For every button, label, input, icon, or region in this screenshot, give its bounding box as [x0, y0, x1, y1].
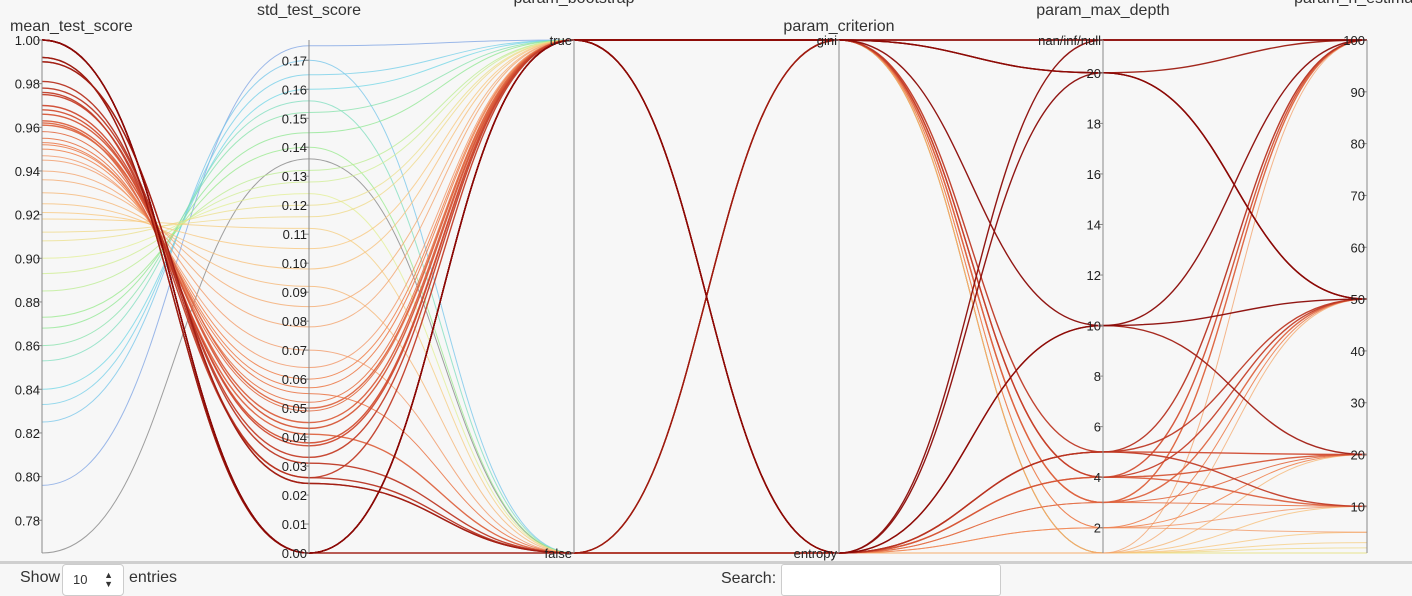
tick-label: true	[550, 33, 572, 48]
tick-label: 0.12	[282, 198, 307, 213]
tick-label: 12	[1087, 268, 1101, 283]
tick-label: 6	[1094, 420, 1101, 435]
tick-label: 60	[1351, 240, 1365, 255]
show-label: Show	[20, 569, 61, 586]
tick-label: 0.07	[282, 343, 307, 358]
tick-label: 0.01	[282, 517, 307, 532]
axis-std_test_score: 0.00 0.01 0.02 0.03 0.04 0.05 0.06 0.07 0.08 0.09…	[257, 2, 361, 561]
tick-label: 0.90	[15, 251, 40, 266]
data-line	[41, 61, 1368, 554]
axis-title[interactable]: param_n_estimators	[1294, 0, 1412, 7]
tick-label: 20	[1351, 448, 1365, 463]
tick-label: 0.82	[15, 426, 40, 441]
chart-svg: 0.78 0.80 0.82 0.84 0.86 0.88 0.90 0.92 0.94 0.96…	[10, 0, 1412, 561]
tick-label: 0.10	[282, 256, 307, 271]
tick-label: 70	[1351, 188, 1365, 203]
tick-label: 0.04	[282, 430, 307, 445]
tick-label: 100	[1343, 33, 1365, 48]
tick-label: 0.17	[282, 53, 307, 68]
axis-title[interactable]: param_criterion	[783, 18, 894, 35]
data-line	[41, 39, 1368, 554]
tick-label: 0.84	[15, 382, 40, 397]
tick-label: 0.00	[282, 546, 307, 561]
tick-label: gini	[817, 33, 837, 48]
tick-label: 10	[1351, 499, 1365, 514]
axis-title[interactable]: param_max_depth	[1036, 2, 1169, 19]
axis-title[interactable]: param_bootstrap	[514, 0, 635, 7]
entries-select[interactable]: 10 ▲ ▼	[62, 564, 124, 596]
tick-label: 0.14	[282, 140, 307, 155]
tick-label: 18	[1087, 116, 1101, 131]
tick-label: 0.78	[15, 513, 40, 528]
tick-label: 0.88	[15, 295, 40, 310]
search-input[interactable]	[781, 564, 1001, 596]
tick-label: 2	[1094, 521, 1101, 536]
tick-label: 1.00	[15, 33, 40, 48]
tick-label: entropy	[794, 546, 838, 561]
tick-label: 0.05	[282, 401, 307, 416]
data-line	[41, 158, 1367, 554]
tick-label: 0.98	[15, 77, 40, 92]
tick-label: false	[545, 546, 572, 561]
tick-label: 0.11	[283, 227, 307, 242]
tick-label: 50	[1351, 292, 1365, 307]
tick-label: 0.06	[282, 372, 307, 387]
chart-table-divider	[0, 561, 1412, 564]
tick-label: 0.03	[282, 459, 307, 474]
tick-label: 0.15	[282, 111, 307, 126]
parallel-coordinates-chart[interactable]: 0.78 0.80 0.82 0.84 0.86 0.88 0.90 0.92 0.94 0.96…	[0, 0, 1412, 562]
tick-label: 30	[1351, 396, 1365, 411]
axis-title[interactable]: std_test_score	[257, 2, 361, 19]
tick-label: 90	[1351, 85, 1365, 100]
tick-label: 10	[1087, 319, 1101, 334]
data-line	[41, 39, 1368, 478]
tick-label: 20	[1087, 66, 1101, 81]
tick-label: 0.16	[282, 82, 307, 97]
tick-label: 8	[1094, 369, 1101, 384]
tick-label: 0.08	[282, 314, 307, 329]
axis-param_bootstrap: false true param_bootstrap	[514, 0, 635, 561]
tick-label: 16	[1087, 167, 1101, 182]
tick-label: 0.09	[282, 285, 307, 300]
tick-label: 0.96	[15, 120, 40, 135]
tick-label: 0.92	[15, 208, 40, 223]
tick-label: nan/inf/null	[1038, 33, 1101, 48]
axis-mean_test_score: 0.78 0.80 0.82 0.84 0.86 0.88 0.90 0.92 0.94 0.96…	[10, 18, 133, 553]
polylines-group	[41, 39, 1368, 554]
updown-arrow-icon: ▲ ▼	[104, 570, 113, 589]
tick-label: 0.13	[282, 169, 307, 184]
tick-label: 14	[1087, 217, 1101, 232]
entries-value: 10	[73, 572, 88, 587]
tick-label: 40	[1351, 344, 1365, 359]
table-controls: Show 10 ▲ ▼ entries Search:	[0, 564, 1412, 596]
tick-label: 80	[1351, 137, 1365, 152]
tick-label: 0.02	[282, 488, 307, 503]
axis-param_n_estimators: 10 20 30 40 50 60 70 80 90 100 param_n_estimators	[1294, 0, 1412, 553]
data-line	[41, 39, 1368, 478]
axis-title[interactable]: mean_test_score	[10, 18, 133, 35]
axis-param_max_depth: 2 4 6 8 10 12 14 16 18 20 nan/inf/null param_max_de…	[1036, 2, 1170, 553]
tick-label: 0.86	[15, 339, 40, 354]
tick-label: 0.94	[15, 164, 40, 179]
search-label: Search:	[721, 570, 777, 587]
data-line	[41, 146, 1367, 554]
entries-label: entries	[129, 569, 178, 586]
data-line	[41, 39, 1368, 554]
tick-label: 4	[1094, 470, 1101, 485]
tick-label: 0.80	[15, 470, 40, 485]
